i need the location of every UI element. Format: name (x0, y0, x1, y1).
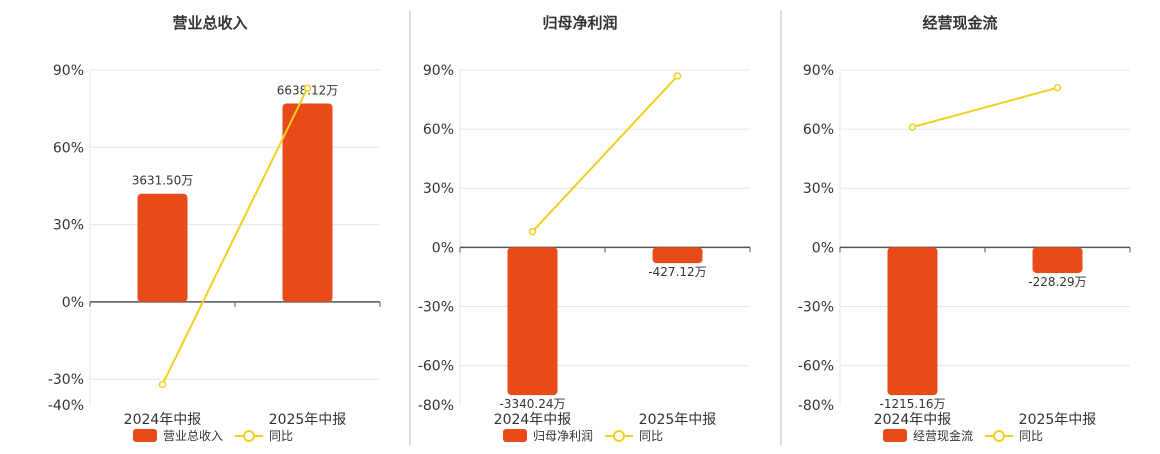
yoy-point (1053, 83, 1062, 92)
y-tick-label: -30% (48, 372, 84, 388)
x-tick-label: 2024年中报 (874, 412, 952, 428)
x-tick-label: 2024年中报 (124, 412, 202, 428)
bar (1032, 247, 1083, 273)
x-tick-label: 2024年中报 (494, 412, 572, 428)
legend-line-label: 同比 (269, 429, 293, 443)
bar-data-label: -1215.16万 (880, 397, 946, 411)
bar (887, 247, 938, 396)
legend-bar-label: 营业总收入 (163, 429, 223, 443)
legend-line-marker (993, 430, 1005, 442)
y-tick-label: 30% (803, 181, 834, 197)
x-tick-label: 2025年中报 (639, 412, 717, 428)
legend-bar-swatch (883, 429, 907, 442)
y-tick-label: -60% (418, 359, 454, 375)
y-tick-label: -40% (48, 398, 84, 414)
chart-title: 营业总收入 (172, 14, 247, 32)
x-tick-label: 2025年中报 (269, 412, 347, 428)
bar (137, 193, 188, 302)
y-tick-label: 90% (803, 63, 834, 79)
legend-bar-label: 归母净利润 (533, 429, 593, 443)
yoy-line (161, 87, 309, 385)
bar (282, 103, 333, 302)
yoy-line (912, 86, 1058, 129)
legend-bar-swatch (133, 429, 157, 442)
yoy-line (531, 75, 679, 233)
bar (652, 247, 703, 264)
y-tick-label: 60% (803, 122, 834, 138)
legend-line-marker (613, 430, 625, 442)
yoy-point (158, 380, 167, 389)
y-tick-label: 90% (423, 63, 454, 79)
y-tick-label: 30% (423, 181, 454, 197)
legend-bar-swatch (503, 429, 527, 442)
y-tick-label: 90% (53, 63, 84, 79)
x-tick-label: 2025年中报 (1019, 412, 1097, 428)
y-tick-label: 30% (53, 218, 84, 234)
legend-line-label: 同比 (639, 429, 663, 443)
chart-title: 经营现金流 (922, 14, 997, 32)
bar-data-label: -3340.24万 (500, 397, 566, 411)
y-tick-label: 0% (432, 240, 454, 256)
bar (507, 247, 558, 396)
y-tick-label: -30% (798, 299, 834, 315)
y-tick-label: -80% (798, 398, 834, 414)
bar-data-label: 3631.50万 (132, 174, 194, 188)
y-tick-label: -30% (418, 299, 454, 315)
yoy-point (528, 227, 537, 236)
y-tick-label: -80% (418, 398, 454, 414)
yoy-point (303, 84, 312, 92)
y-tick-label: 60% (53, 140, 84, 156)
y-tick-label: 0% (812, 240, 834, 256)
chart-title: 归母净利润 (542, 14, 617, 32)
y-tick-label: 60% (423, 122, 454, 138)
bar-data-label: -228.29万 (1028, 275, 1086, 289)
y-tick-label: -60% (798, 359, 834, 375)
legend-line-marker (243, 430, 255, 442)
y-tick-label: 0% (62, 295, 84, 311)
bar-data-label: -427.12万 (648, 265, 706, 279)
legend-bar-label: 经营现金流 (913, 428, 973, 443)
yoy-point (673, 72, 682, 80)
legend-line-label: 同比 (1019, 429, 1043, 443)
yoy-point (908, 123, 917, 131)
